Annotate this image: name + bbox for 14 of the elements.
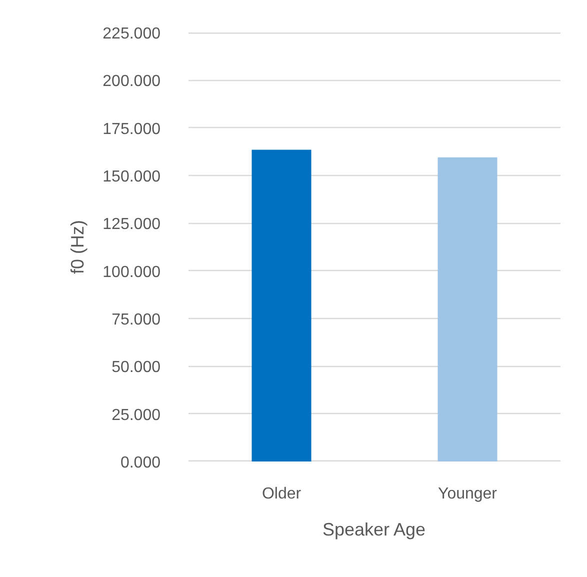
y-tick-label: 150.000	[102, 168, 161, 186]
x-tick-label: Older	[262, 486, 302, 502]
y-tick-label: 75.000	[112, 312, 161, 328]
y-tick-label: 25.000	[112, 406, 161, 424]
y-tick-label: 225.000	[102, 26, 161, 42]
y-axis-title: f0 (Hz)	[68, 220, 88, 274]
y-tick-label: 125.000	[102, 216, 161, 234]
x-axis-title: Speaker Age	[322, 520, 426, 540]
y-tick-label: 100.000	[102, 264, 161, 281]
x-tick-label: Younger	[438, 486, 498, 502]
y-tick-label: 200.000	[102, 73, 161, 90]
y-tick-label: 50.000	[112, 359, 161, 376]
y-tick-label: 175.000	[102, 120, 161, 138]
y-tick-label: 0.000	[120, 454, 161, 472]
